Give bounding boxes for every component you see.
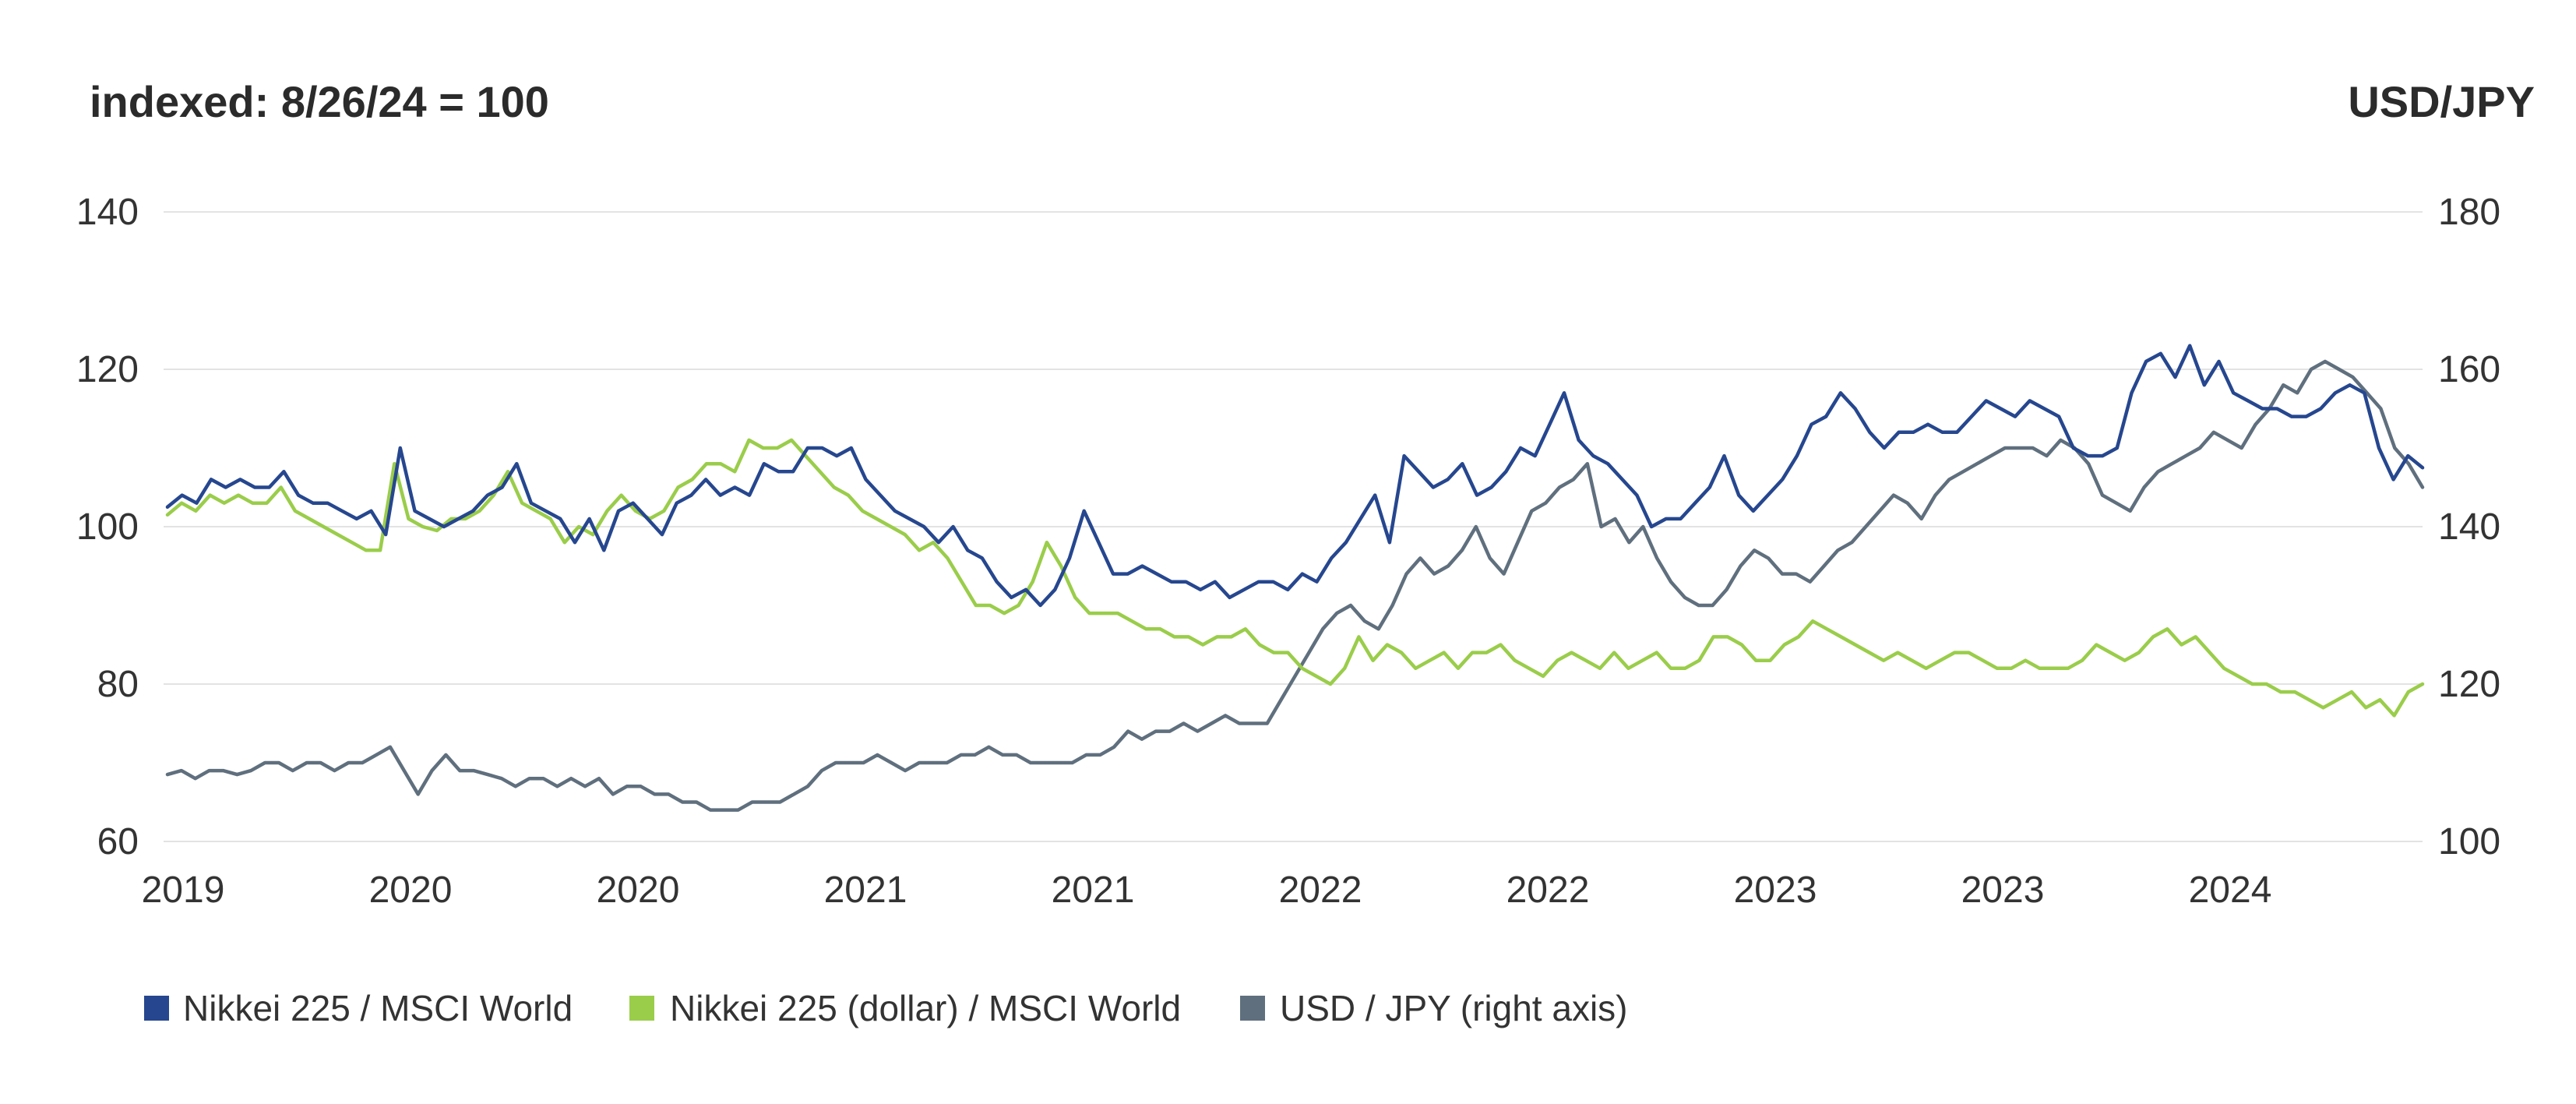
legend-item-usdjpy: USD / JPY (right axis) — [1240, 988, 1627, 1028]
legend-label-nikkei: Nikkei 225 / MSCI World — [183, 988, 573, 1028]
left-tick-label-140: 140 — [76, 192, 139, 233]
left-axis-ticks: 60 80 100 120 140 — [76, 192, 139, 862]
x-tick-label-8: 2023 — [1961, 869, 2045, 911]
series-line-nikkei — [165, 344, 2425, 608]
legend-label-nikkei-dollar: Nikkei 225 (dollar) / MSCI World — [670, 988, 1181, 1028]
x-tick-label-2: 2020 — [597, 869, 680, 911]
x-tick-label-1: 2020 — [369, 869, 453, 911]
right-tick-label-160: 160 — [2438, 349, 2500, 390]
left-tick-label-80: 80 — [97, 664, 139, 705]
left-tick-label-60: 60 — [97, 821, 139, 862]
x-tick-label-3: 2021 — [824, 869, 907, 911]
right-tick-label-140: 140 — [2438, 506, 2500, 548]
series-line-usdjpy — [165, 359, 2425, 812]
left-axis-title: indexed: 8/26/24 = 100 — [90, 77, 549, 126]
x-tick-label-4: 2021 — [1052, 869, 1135, 911]
x-tick-label-6: 2022 — [1506, 869, 1590, 911]
legend-item-nikkei: Nikkei 225 / MSCI World — [144, 988, 573, 1028]
right-axis-ticks: 100 120 140 160 180 — [2438, 192, 2500, 862]
x-tick-label-7: 2023 — [1734, 869, 1817, 911]
right-tick-label-120: 120 — [2438, 664, 2500, 705]
series-line-nikkei-dollar — [165, 438, 2425, 718]
legend-label-usdjpy: USD / JPY (right axis) — [1280, 988, 1627, 1028]
right-axis-title: USD/JPY — [2348, 77, 2535, 126]
left-tick-label-120: 120 — [76, 349, 139, 390]
x-tick-label-5: 2022 — [1279, 869, 1362, 911]
left-tick-label-100: 100 — [76, 506, 139, 548]
right-tick-label-100: 100 — [2438, 821, 2500, 862]
legend-item-nikkei-dollar: Nikkei 225 (dollar) / MSCI World — [629, 988, 1181, 1028]
x-tick-label-0: 2019 — [142, 869, 225, 911]
legend-swatch-nikkei — [144, 996, 169, 1021]
legend: Nikkei 225 / MSCI World Nikkei 225 (doll… — [144, 988, 1627, 1028]
series-lines — [165, 344, 2425, 812]
legend-swatch-nikkei-dollar — [629, 996, 654, 1021]
x-tick-label-9: 2024 — [2189, 869, 2272, 911]
right-tick-label-180: 180 — [2438, 192, 2500, 233]
legend-swatch-usdjpy — [1240, 996, 1265, 1021]
x-axis-ticks: 2019 2020 2020 2021 2021 2022 2022 2023 2023 2024 — [142, 869, 2272, 911]
grid-lines — [164, 211, 2423, 842]
